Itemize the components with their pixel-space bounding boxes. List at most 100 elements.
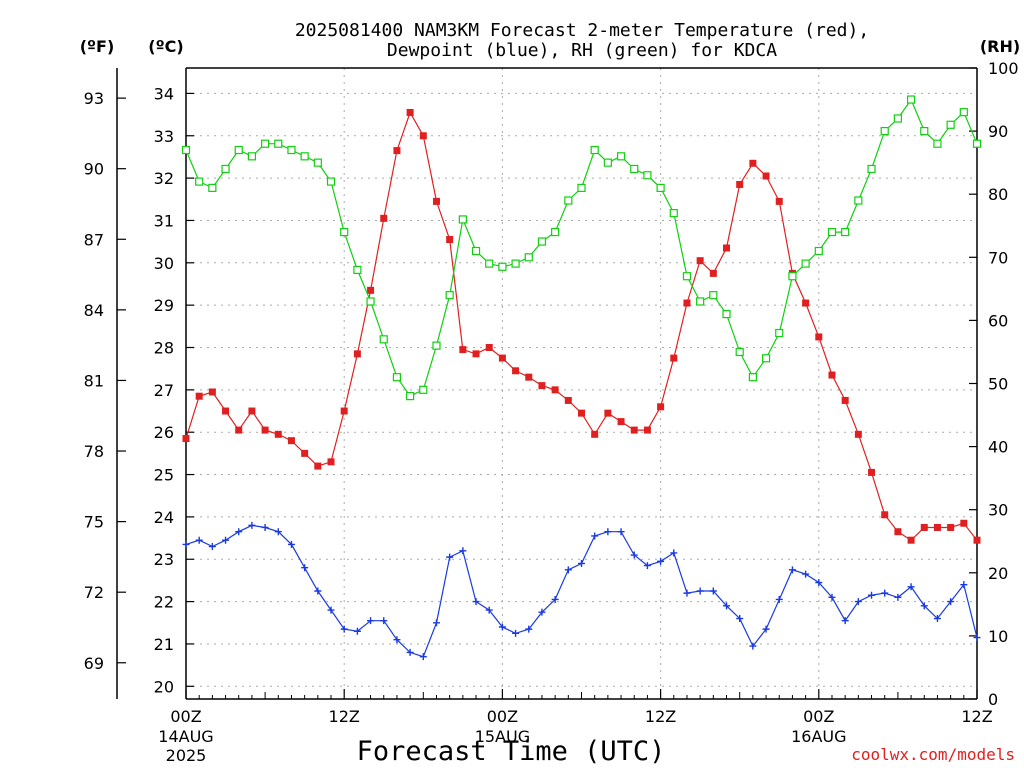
dewpoint-point [841,617,849,625]
rh-point [432,341,441,350]
dewpoint-point [709,587,717,595]
fahrenheit-tick-label: 81 [84,371,104,390]
rh-point [761,354,771,363]
dewpoint-point [538,608,546,616]
dewpoint-point [670,549,678,557]
dewpoint-point [854,598,862,606]
rh-point [326,177,336,186]
dewpoint-point [868,591,876,599]
rh-point [801,259,810,268]
temperature-point [762,172,770,180]
dewpoint-point [208,543,216,551]
dewpoint-point [314,587,322,595]
rh-point [669,209,678,218]
rh-tick-label: 80 [988,185,1008,204]
temperature-point [564,396,572,404]
rh-axis: 0 10 20 30 40 50 60 70 80 90 100 [969,59,1019,709]
rh-point [471,246,481,256]
dewpoint-point [933,615,941,623]
temperature-point [960,519,968,527]
dewpoint-point [393,636,401,644]
rh-point [933,139,942,148]
rh-tick-label: 10 [988,627,1008,646]
temperature-point [973,536,981,544]
dewpoint-point [696,587,704,595]
dewpoint-point [551,595,559,603]
rh-point [590,145,599,155]
dewpoint-point [894,593,902,601]
rh-tick-label: 0 [988,690,998,709]
dewpoint-point [182,540,190,548]
dewpoint-point [274,528,282,536]
rh-point [445,291,454,300]
rh-point [709,291,718,300]
temperature-point [630,426,638,434]
rh-point [814,246,823,256]
rh-point [564,196,573,205]
dewpoint-point [604,528,612,536]
celsius-tick-label: 33 [154,127,174,146]
rh-point [221,164,230,174]
rh-point [656,183,665,192]
rh-tick-label: 70 [988,248,1008,267]
rh-point [643,171,652,180]
temperature-point [208,388,216,396]
temperature-point [380,214,388,222]
dewpoint-point [802,570,810,578]
rh-point [353,265,362,275]
dewpoint-point [630,551,638,559]
rh-point [959,108,968,117]
temperature-point [657,403,665,411]
rh-point [313,158,322,167]
rh-point [537,237,547,246]
rh-tick-label: 40 [988,438,1008,457]
temperature-point [314,462,322,470]
celsius-tick-label: 27 [154,381,174,400]
rh-point [181,145,191,155]
temperature-point [854,430,862,438]
dewpoint-point [340,625,348,633]
fahrenheit-tick-label: 90 [84,160,104,179]
fahrenheit-tick-label: 84 [84,301,104,320]
rh-point [287,145,296,155]
rh-tick-label: 50 [988,375,1008,394]
rh-point [630,164,639,174]
temperature-point [538,382,546,390]
rh-tick-label: 30 [988,501,1008,520]
rh-point [775,328,784,338]
date-tick-label: 15AUG [475,727,530,746]
dewpoint-point [591,532,599,540]
temperature-point [723,244,731,252]
temperature-point [828,371,836,379]
temperature-point [749,159,757,167]
series-layer [181,95,982,661]
rh-tick-label: 60 [988,311,1008,330]
temperature-series [182,108,981,544]
x-axis-title: Forecast Time (UTC) [357,736,666,767]
dewpoint-point [525,625,533,633]
dewpoint-point [828,593,836,601]
dewpoint-point [287,540,295,548]
temperature-point [287,437,295,445]
temperature-point [182,435,190,443]
temperature-point [709,269,717,277]
rh-point [696,297,705,306]
celsius-tick-label: 22 [154,593,174,612]
rh-point [893,114,903,123]
dewpoint-point [485,606,493,614]
temperature-point [195,392,203,400]
rh-point [274,139,283,148]
temperature-point [578,409,585,417]
rh-point [748,373,757,382]
temperature-point [301,449,309,457]
dewpoint-point [222,536,230,544]
rh-series [181,95,982,401]
temperature-point [327,458,335,466]
temperature-point [472,350,480,358]
dewpoint-point [881,589,889,597]
rh-point [300,152,309,161]
rh-point [208,183,217,192]
